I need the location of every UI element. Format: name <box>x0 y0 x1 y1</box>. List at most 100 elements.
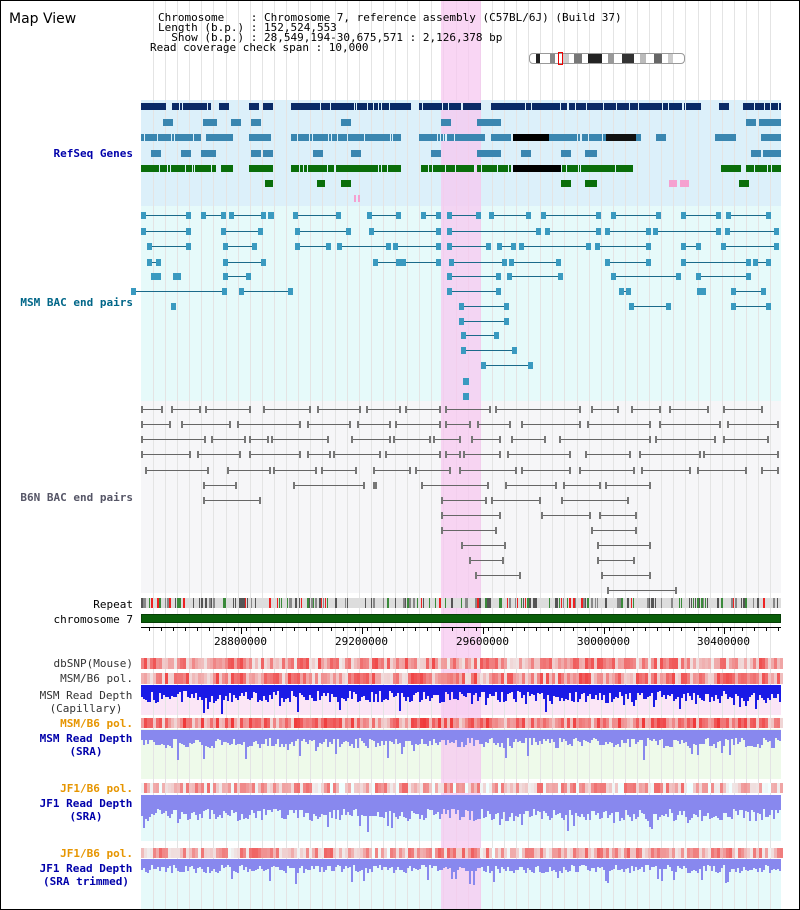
heat-cell <box>288 658 291 669</box>
msm-bac-end <box>295 228 300 235</box>
depth-bar <box>399 795 401 816</box>
heat-cell <box>585 673 588 684</box>
heat-cell <box>285 718 288 728</box>
depth-bar <box>459 730 461 747</box>
depth-bar <box>347 730 349 742</box>
depth-bar <box>359 685 361 701</box>
heat-cell <box>660 848 663 858</box>
dbsnp-heat-strip[interactable] <box>141 658 783 669</box>
label-msm-depth-capillary: MSM Read Depth (Capillary) <box>39 689 133 715</box>
depth-bar <box>377 859 379 868</box>
depth-bar <box>425 795 427 818</box>
refseq-gene <box>763 150 781 157</box>
b6n-bac-end <box>649 542 651 549</box>
repeat-element <box>169 598 171 608</box>
msm-bac-pair <box>461 335 499 336</box>
depth-bar <box>559 859 561 871</box>
msm-bac-end <box>511 243 516 250</box>
depth-bar <box>655 730 657 741</box>
depth-bar <box>689 795 691 820</box>
heat-cell <box>726 658 729 669</box>
b6n-bac-pair <box>541 515 591 516</box>
depth-bar <box>141 685 143 697</box>
heat-cell <box>309 848 312 858</box>
depth-bar <box>147 685 149 702</box>
depth-bar <box>149 685 151 702</box>
b6n-bac-end <box>495 406 497 413</box>
heat-cell <box>375 673 378 684</box>
depth-bar <box>335 730 337 754</box>
msm-b6-pol-heat-strip[interactable] <box>141 673 783 684</box>
depth-bar <box>525 685 527 704</box>
ideogram-position-marker[interactable] <box>558 52 563 65</box>
repeat-track[interactable] <box>141 598 781 608</box>
depth-bar <box>489 859 491 873</box>
heat-cell <box>321 783 324 793</box>
heat-cell <box>609 658 612 669</box>
grid-line <box>407 1 408 909</box>
heat-cell <box>474 783 477 793</box>
heat-cell <box>660 718 663 728</box>
repeat-element <box>689 598 690 608</box>
msm-depth-capillary-plot[interactable] <box>141 685 781 715</box>
depth-bar <box>363 859 365 881</box>
heat-cell <box>243 673 246 684</box>
heat-cell <box>672 658 675 669</box>
highlight-region[interactable] <box>441 1 481 909</box>
heat-cell <box>552 658 555 669</box>
depth-bar <box>729 730 731 755</box>
scale-minor-tick <box>524 628 525 631</box>
refseq-exon-gap <box>354 103 355 110</box>
b6n-bac-end <box>761 406 763 413</box>
depth-bar <box>463 795 465 817</box>
depth-bar <box>695 730 697 745</box>
b6n-bac-end <box>461 542 463 549</box>
b6n-bac-end <box>629 451 631 458</box>
chromosome-ideogram[interactable] <box>529 53 685 64</box>
depth-bar <box>397 730 399 744</box>
heat-cell <box>291 848 294 858</box>
depth-bar <box>143 795 145 828</box>
repeat-element <box>141 598 143 608</box>
heat-cell <box>384 673 387 684</box>
msm-bac-pair <box>447 231 541 232</box>
depth-bar <box>679 685 681 709</box>
heat-cell <box>411 848 414 858</box>
depth-bar <box>143 730 145 745</box>
jf1-b6-pol-heat-strip-2[interactable] <box>141 848 783 858</box>
msm-depth-sra-plot[interactable] <box>141 730 781 780</box>
repeat-element <box>177 598 179 608</box>
depth-bar <box>461 859 463 868</box>
depth-bar <box>325 795 327 815</box>
depth-bar <box>705 685 707 694</box>
b6n-bac-pair <box>317 409 361 410</box>
repeat-element <box>489 598 491 608</box>
jf1-depth-trimmed-plot[interactable] <box>141 859 781 889</box>
heat-cell <box>501 848 504 858</box>
depth-bar <box>549 795 551 820</box>
depth-bar <box>447 730 449 740</box>
depth-bar <box>491 859 493 871</box>
heat-cell <box>285 783 288 793</box>
grid-line <box>698 1 699 909</box>
depth-bar <box>273 685 275 692</box>
chromosome-bar[interactable] <box>141 614 781 623</box>
depth-bar <box>347 859 349 868</box>
msm-b6-pol-heat-strip-2[interactable] <box>141 718 783 728</box>
heat-cell <box>585 783 588 793</box>
jf1-depth-sra-plot[interactable] <box>141 795 781 841</box>
heat-cell <box>543 783 546 793</box>
heat-cell <box>702 673 705 684</box>
depth-bar <box>649 795 651 827</box>
repeat-element <box>717 598 719 608</box>
grid-line <box>504 1 505 909</box>
heat-cell <box>756 718 759 728</box>
heat-cell <box>627 718 630 728</box>
depth-bar <box>279 730 281 747</box>
heat-cell <box>408 848 411 858</box>
depth-bar <box>361 730 363 741</box>
refseq-exon-gap <box>194 165 195 172</box>
depth-bar <box>751 730 753 746</box>
heat-cell <box>762 848 765 858</box>
jf1-b6-pol-heat-strip[interactable] <box>141 783 783 793</box>
